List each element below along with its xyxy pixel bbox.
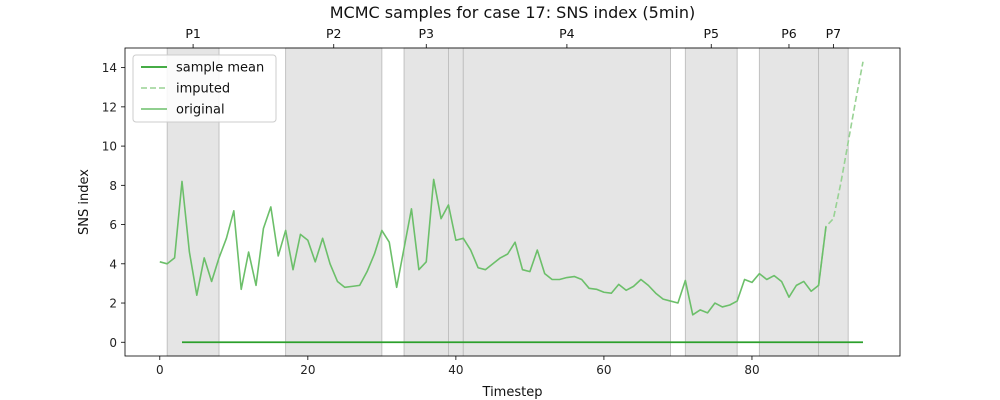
x-tick-label: 60 [596,363,611,377]
legend-label: original [176,103,225,118]
period-label: P5 [703,26,719,41]
period-band [285,47,383,357]
axis-ticks: 0 20 40 60 80 0 2 4 6 8 10 12 14 [102,61,760,377]
period-band [758,47,820,357]
x-tick-label: 40 [448,363,463,377]
plot-frame [124,47,901,357]
legend: sample mean imputed original [132,54,277,123]
x-tick-label: 80 [744,363,759,377]
y-axis-label: SNS index [77,169,92,235]
y-tick-label: 2 [109,297,117,311]
y-tick-label: 4 [109,257,117,271]
y-tick-label: 12 [102,100,117,114]
period-bands [166,47,849,357]
period-labels: P1 P2 P3 P4 P5 P6 P7 [185,26,841,48]
chart-title: MCMC samples for case 17: SNS index (5mi… [330,3,695,22]
legend-label: imputed [176,82,230,97]
x-axis-label: Timestep [482,385,543,400]
y-tick-label: 10 [102,140,117,154]
period-label: P1 [185,26,201,41]
period-label: P4 [559,26,575,41]
period-label: P3 [419,26,435,41]
y-tick-label: 6 [109,218,117,232]
period-band [684,47,738,357]
y-tick-label: 0 [109,336,117,350]
x-tick-label: 0 [156,363,164,377]
y-tick-label: 14 [102,61,117,75]
period-band [462,47,671,357]
period-label: P2 [326,26,342,41]
series-line-original [159,178,827,316]
x-tick-label: 20 [300,363,315,377]
legend-box [132,54,277,123]
period-band [818,47,849,357]
period-label: P6 [781,26,797,41]
data-series [159,61,864,344]
period-band [448,47,464,357]
legend-label: sample mean [176,61,264,76]
period-label: P7 [826,26,842,41]
period-band [403,47,449,357]
y-tick-label: 8 [109,179,117,193]
